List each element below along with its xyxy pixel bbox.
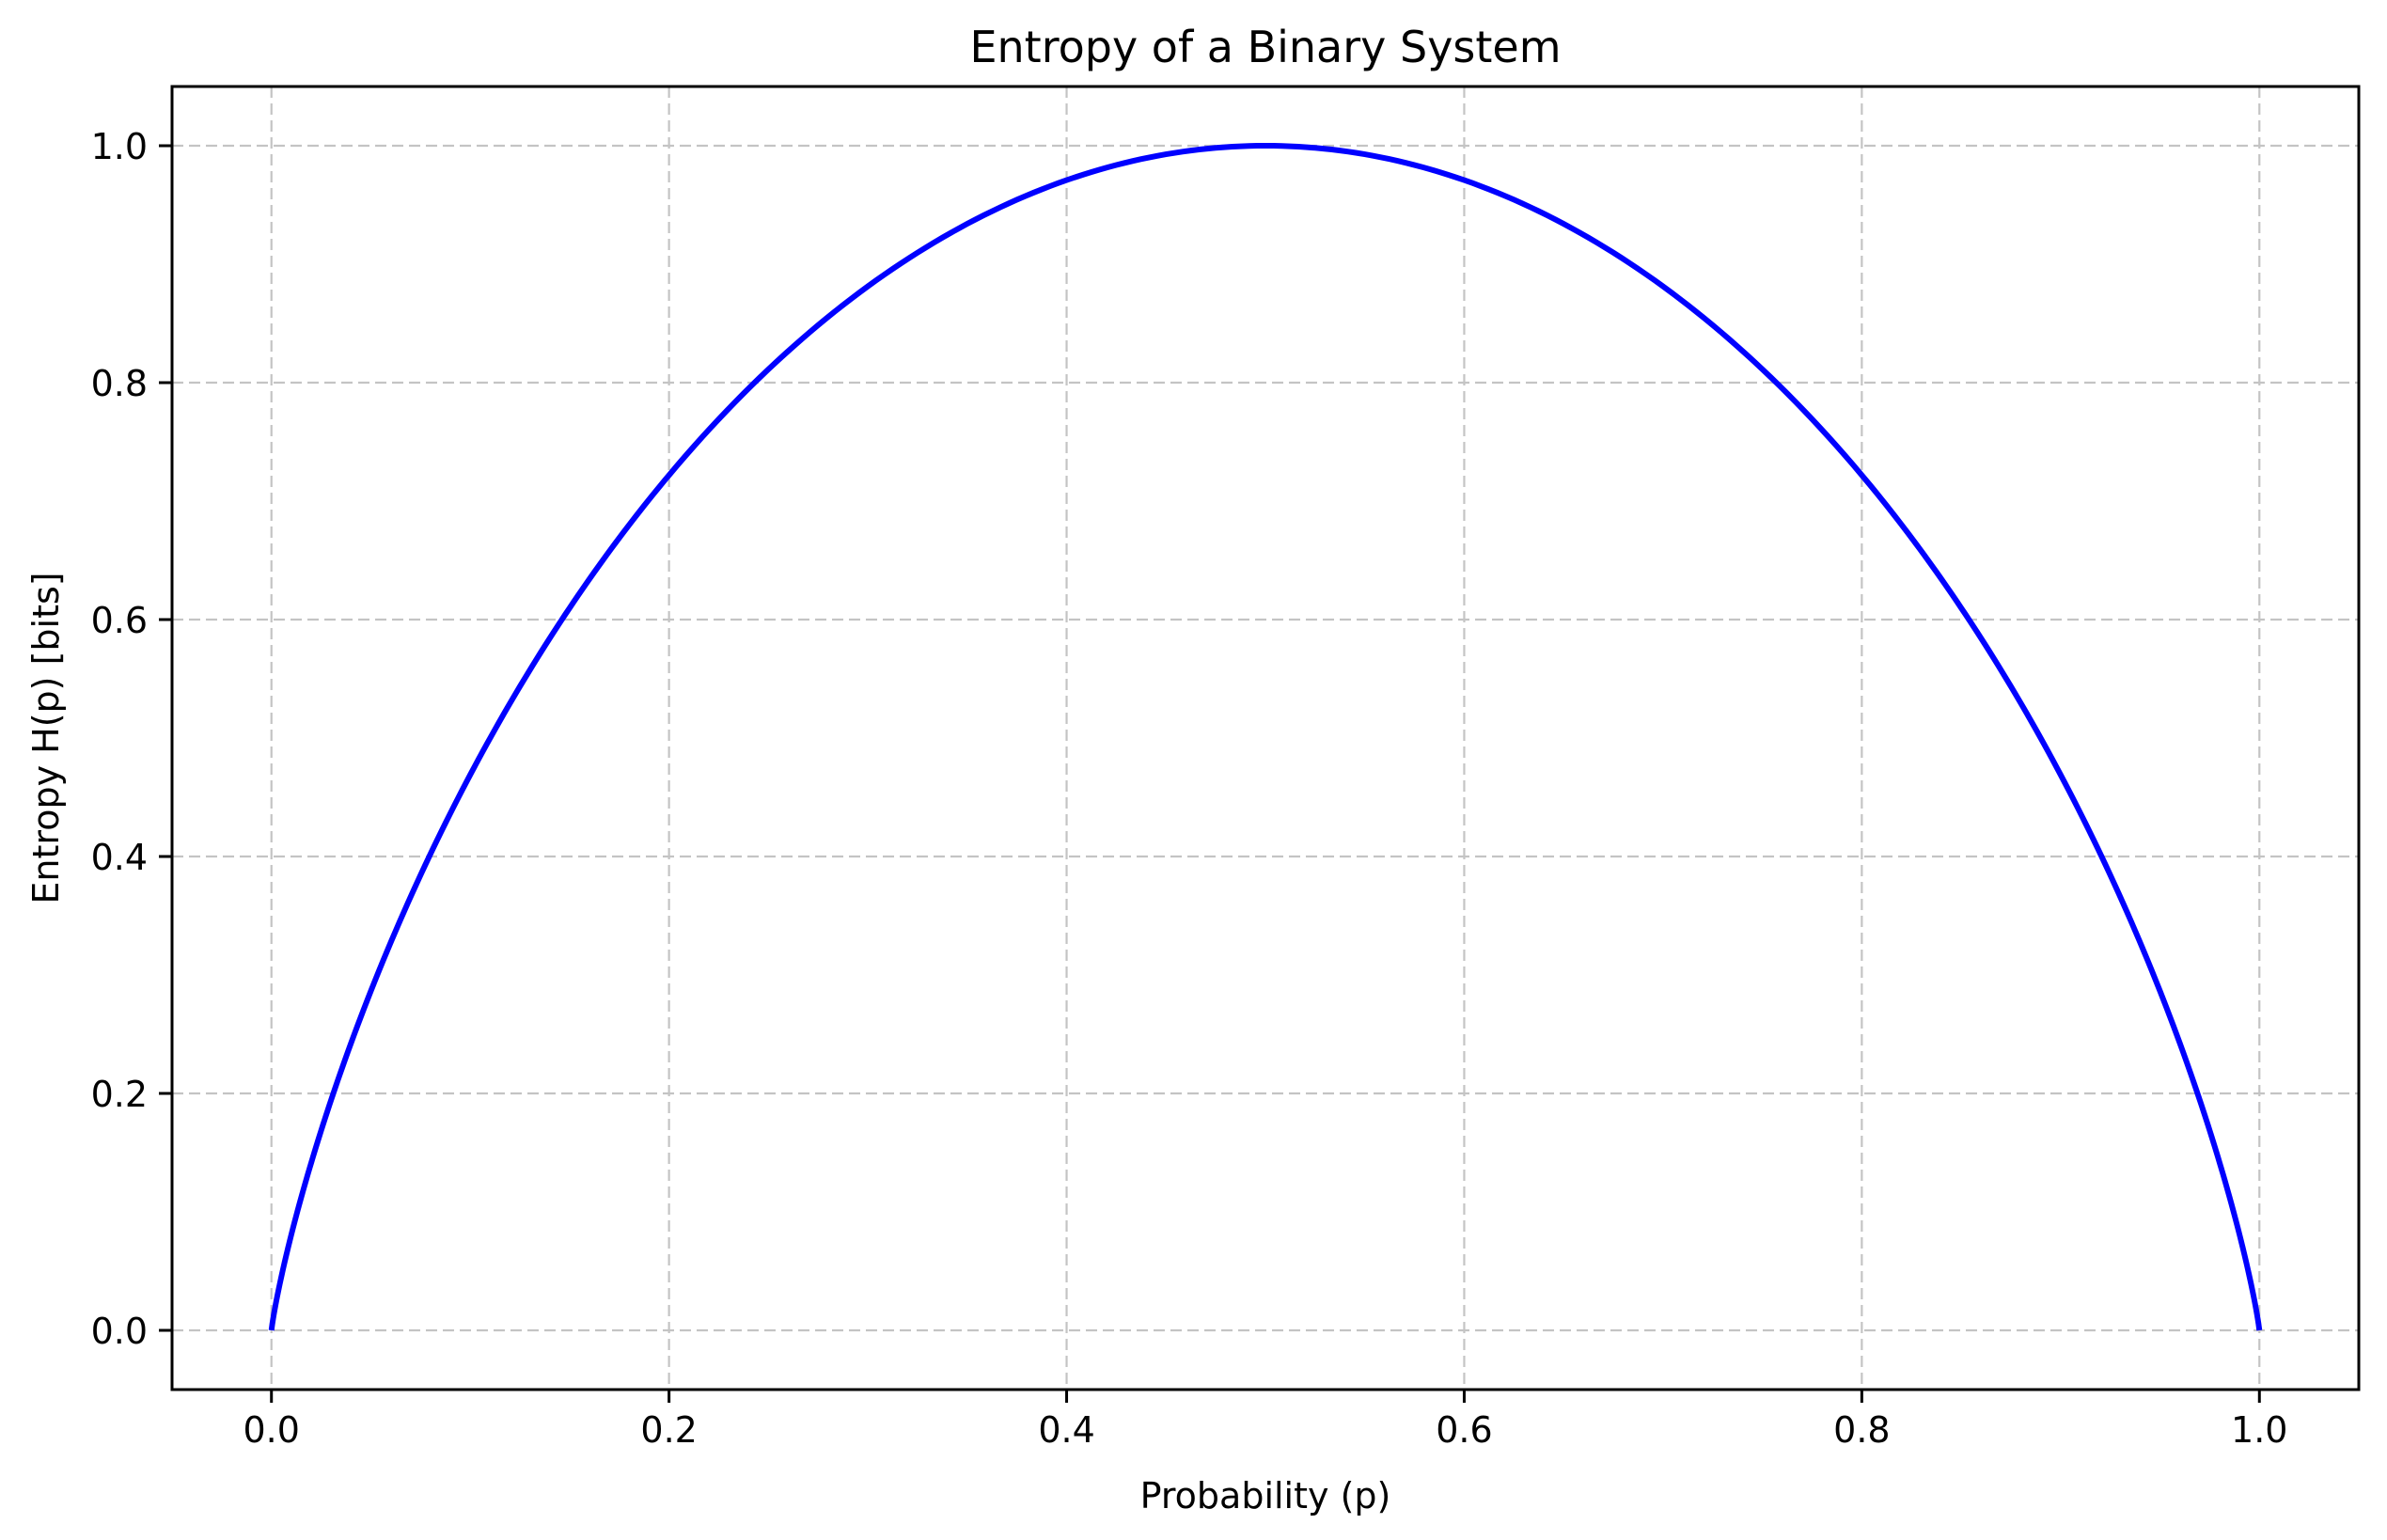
y-tick-label: 0.6 xyxy=(91,600,148,641)
axes-frame xyxy=(170,85,2361,1391)
y-axis-ticks: 0.0 0.2 0.4 0.6 0.8 1.0 xyxy=(91,126,172,1352)
x-tick-label: 0.4 xyxy=(1038,1409,1094,1451)
x-tick-label: 0.8 xyxy=(1833,1409,1890,1451)
y-axis-label: Entropy H(p) [bits] xyxy=(25,572,67,904)
x-axis-label: Probability (p) xyxy=(1140,1475,1391,1516)
y-tick-label: 0.0 xyxy=(91,1311,148,1352)
y-tick-label: 0.4 xyxy=(91,837,148,878)
x-tick-label: 0.2 xyxy=(640,1409,697,1451)
chart-title: Entropy of a Binary System xyxy=(969,22,1561,72)
x-tick-label: 1.0 xyxy=(2231,1409,2287,1451)
x-axis-ticks: 0.0 0.2 0.4 0.6 0.8 1.0 xyxy=(243,1390,2287,1451)
x-tick-label: 0.6 xyxy=(1436,1409,1492,1451)
y-tick-label: 0.2 xyxy=(91,1074,148,1115)
plot-area xyxy=(170,85,2361,1391)
entropy-curve xyxy=(268,143,2263,1331)
y-tick-label: 1.0 xyxy=(91,126,148,167)
x-tick-label: 0.0 xyxy=(243,1409,300,1451)
y-tick-label: 0.8 xyxy=(91,363,148,404)
vertical-gridlines xyxy=(270,86,2261,1390)
